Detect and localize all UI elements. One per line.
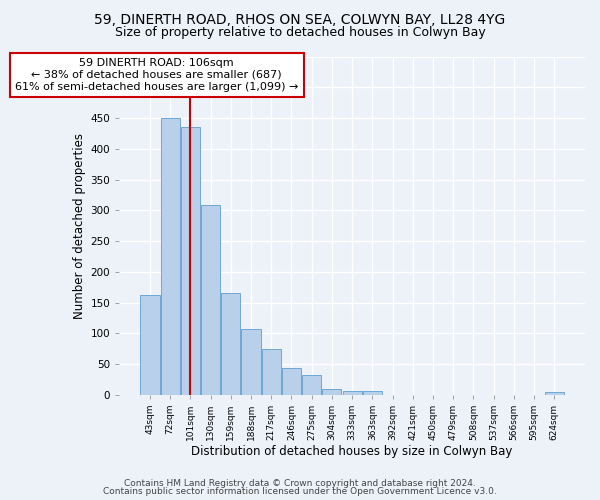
Bar [241,329,260,395]
Text: 59, DINERTH ROAD, RHOS ON SEA, COLWYN BAY, LL28 4YG: 59, DINERTH ROAD, RHOS ON SEA, COLWYN BA… [94,12,506,26]
Text: Contains public sector information licensed under the Open Government Licence v3: Contains public sector information licen… [103,487,497,496]
Bar [302,374,321,395]
Bar [221,294,241,395]
Bar [161,118,180,395]
X-axis label: Distribution of detached houses by size in Colwyn Bay: Distribution of detached houses by size … [191,444,513,458]
Bar [201,206,220,395]
Bar [343,390,362,395]
Bar [363,391,382,395]
Y-axis label: Number of detached properties: Number of detached properties [73,132,86,318]
Text: 59 DINERTH ROAD: 106sqm
← 38% of detached houses are smaller (687)
61% of semi-d: 59 DINERTH ROAD: 106sqm ← 38% of detache… [15,58,298,92]
Bar [322,389,341,395]
Bar [545,392,564,395]
Bar [140,294,160,395]
Bar [181,128,200,395]
Bar [282,368,301,395]
Text: Contains HM Land Registry data © Crown copyright and database right 2024.: Contains HM Land Registry data © Crown c… [124,478,476,488]
Text: Size of property relative to detached houses in Colwyn Bay: Size of property relative to detached ho… [115,26,485,39]
Bar [262,350,281,395]
